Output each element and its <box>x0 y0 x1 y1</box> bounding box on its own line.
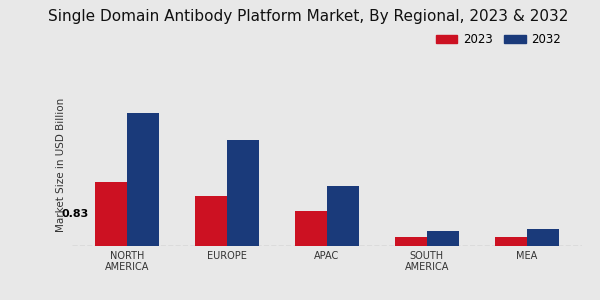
Bar <box>95 182 127 246</box>
Bar <box>195 196 227 246</box>
Bar <box>527 229 559 246</box>
Bar <box>395 237 427 246</box>
Bar <box>295 211 327 246</box>
Y-axis label: Market Size in USD Billion: Market Size in USD Billion <box>56 98 67 232</box>
Bar <box>427 231 459 246</box>
Legend: 2023, 2032: 2023, 2032 <box>431 28 566 51</box>
Bar <box>227 140 259 246</box>
Text: Single Domain Antibody Platform Market, By Regional, 2023 & 2032: Single Domain Antibody Platform Market, … <box>48 9 568 24</box>
Bar <box>495 237 527 246</box>
Bar <box>127 113 159 246</box>
Text: 0.83: 0.83 <box>62 209 89 219</box>
Bar <box>327 186 359 246</box>
